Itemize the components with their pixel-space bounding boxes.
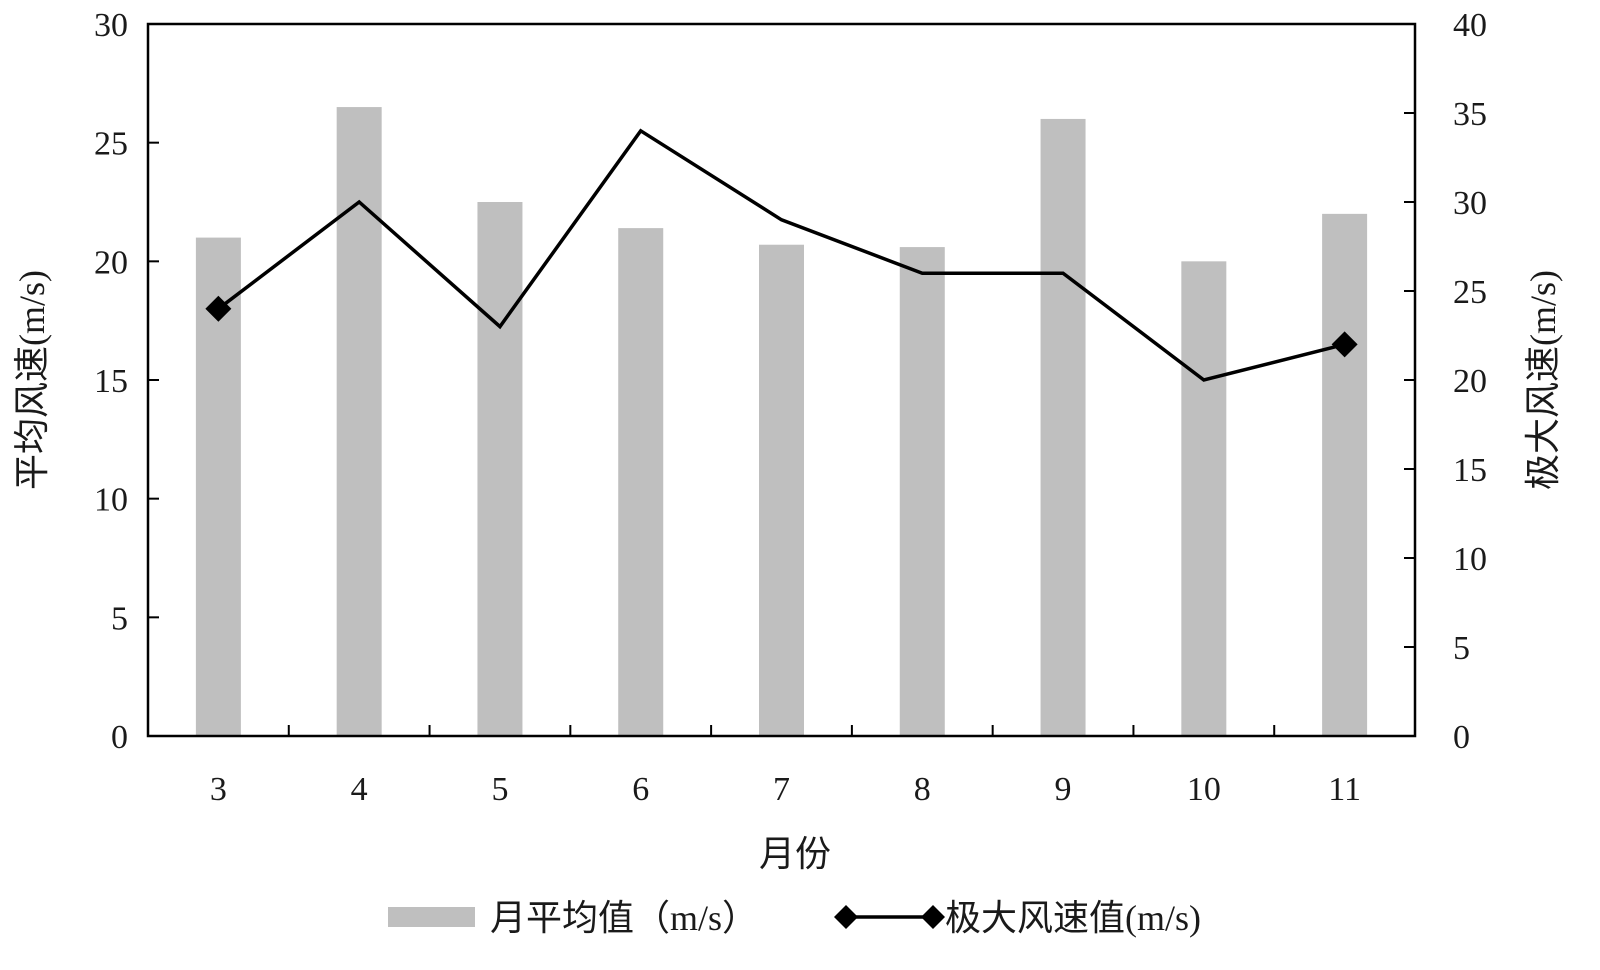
legend-bar-swatch — [388, 907, 475, 927]
line-marker-month-3 — [205, 295, 232, 322]
x-tick-label-10: 10 — [1187, 771, 1221, 808]
legend-bar-label: 月平均值（m/s） — [490, 898, 758, 938]
x-tick-label-4: 4 — [351, 771, 368, 808]
bar-month-5 — [477, 202, 523, 736]
x-tick-label-6: 6 — [632, 771, 649, 808]
x-tick-label-5: 5 — [491, 771, 508, 808]
bar-series-layer — [195, 107, 1368, 737]
line-series-layer — [205, 128, 1358, 382]
line-marker-month-11 — [1331, 331, 1358, 358]
bar-month-6 — [618, 228, 664, 736]
x-tick-label-11: 11 — [1328, 771, 1361, 808]
y-left-tick-label-20: 20 — [94, 244, 128, 281]
tick-labels-layer: 0 5 10 15 20 25 30 0 5 10 15 20 25 30 35 40 3 4 5 6 7 8 9 10 11 — [94, 7, 1487, 808]
y-left-tick-label-5: 5 — [111, 600, 128, 637]
y-right-tick-label-40: 40 — [1453, 7, 1487, 44]
legend: 月平均值（m/s） 极大风速值(m/s) — [388, 898, 1201, 938]
legend-diamond-marker-right — [921, 905, 945, 929]
bar-month-8 — [899, 247, 945, 737]
y-right-tick-label-20: 20 — [1453, 363, 1487, 400]
bar-month-9 — [1040, 118, 1086, 736]
axis-ticks-layer — [148, 23, 1415, 737]
y-right-tick-label-10: 10 — [1453, 541, 1487, 578]
y-left-tick-label-30: 30 — [94, 7, 128, 44]
y-right-tick-label-5: 5 — [1453, 630, 1470, 667]
y-right-tick-label-0: 0 — [1453, 719, 1470, 756]
line-series-max-wind — [217, 128, 1346, 382]
bar-month-11 — [1322, 213, 1368, 736]
y-left-tick-label-10: 10 — [94, 482, 128, 519]
y-right-tick-label-15: 15 — [1453, 452, 1487, 489]
x-tick-label-7: 7 — [773, 771, 790, 808]
bar-month-7 — [759, 244, 804, 736]
y-left-tick-label-15: 15 — [94, 363, 128, 400]
legend-line-label: 极大风速值(m/s) — [945, 898, 1201, 938]
x-tick-label-9: 9 — [1055, 771, 1072, 808]
x-tick-label-8: 8 — [914, 771, 931, 808]
y-right-tick-label-25: 25 — [1453, 274, 1487, 311]
y-axis-right-title: 极大风速(m/s) — [1523, 270, 1563, 490]
legend-diamond-marker-left — [834, 905, 858, 929]
y-axis-left-title: 平均风速(m/s) — [12, 270, 52, 490]
y-right-tick-label-35: 35 — [1453, 96, 1487, 133]
x-axis-title: 月份 — [759, 834, 831, 874]
x-tick-label-3: 3 — [210, 771, 227, 808]
y-left-tick-label-0: 0 — [111, 719, 128, 756]
y-left-tick-label-25: 25 — [94, 126, 128, 163]
bar-month-10 — [1181, 261, 1227, 736]
y-right-tick-label-30: 30 — [1453, 185, 1487, 222]
